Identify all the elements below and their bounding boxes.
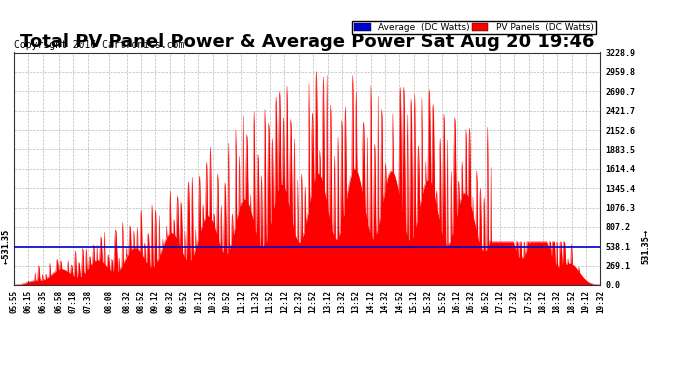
Title: Total PV Panel Power & Average Power Sat Aug 20 19:46: Total PV Panel Power & Average Power Sat… bbox=[20, 33, 594, 51]
Legend: Average  (DC Watts), PV Panels  (DC Watts): Average (DC Watts), PV Panels (DC Watts) bbox=[352, 21, 595, 34]
Text: Copyright 2016 Cartronics.com: Copyright 2016 Cartronics.com bbox=[14, 40, 185, 50]
Text: 531.35→: 531.35→ bbox=[641, 229, 651, 264]
Text: ←531.35: ←531.35 bbox=[2, 229, 11, 264]
